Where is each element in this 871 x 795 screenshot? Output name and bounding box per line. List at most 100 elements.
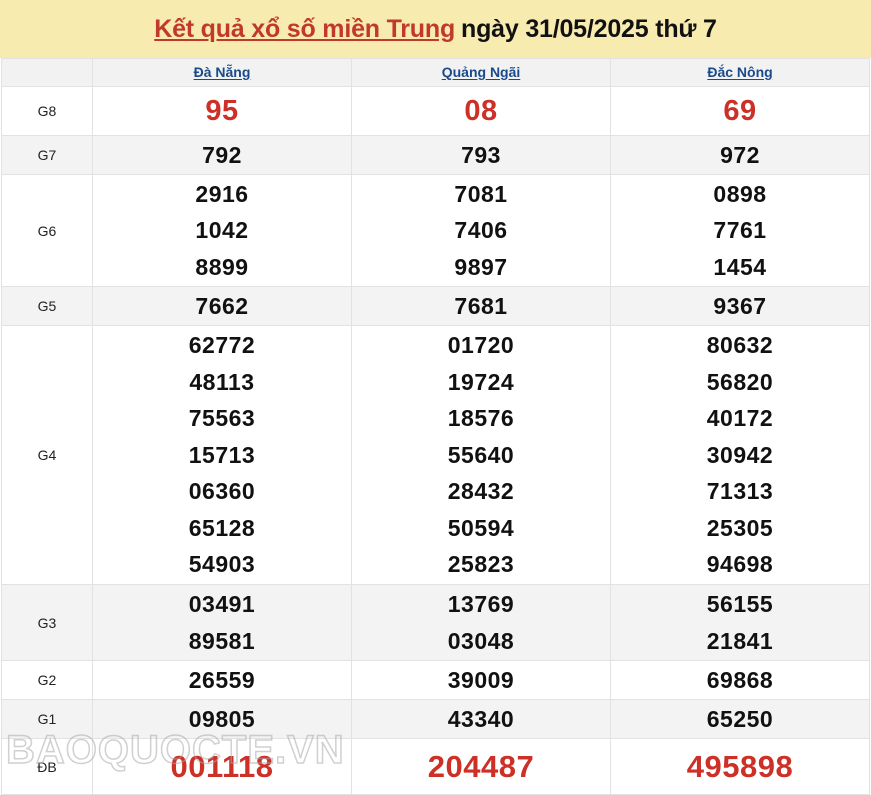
prize-number: 001118 — [170, 748, 274, 784]
corner-header-cell — [1, 58, 93, 87]
prize-number: 65250 — [706, 705, 774, 732]
prize-cell-g6-dac-nong: 0898 7761 1454 — [610, 174, 870, 287]
prize-cell-g7-da-nang: 792 — [92, 135, 352, 175]
prize-label-g2: G2 — [1, 660, 93, 700]
prize-cell-g1-dac-nong: 65250 — [610, 699, 870, 739]
prize-cell-g2-da-nang: 26559 — [92, 660, 352, 700]
prize-number: 9367 — [713, 292, 767, 319]
prize-number: 95 — [205, 95, 239, 127]
prize-cell-g4-quang-ngai: 01720 19724 18576 55640 28432 50594 25823 — [351, 325, 611, 585]
prize-number: 7662 — [195, 292, 249, 319]
prize-number: 09805 — [188, 705, 256, 732]
prize-number: 55640 — [447, 441, 515, 468]
prize-row-g8: G8 95 08 69 — [1, 86, 870, 136]
page-banner: Kết quả xổ số miền Trung ngày 31/05/2025 … — [0, 0, 871, 58]
prize-label-g7: G7 — [1, 135, 93, 175]
prize-cell-g7-dac-nong: 972 — [610, 135, 870, 175]
lottery-results-table: Đà Nẵng Quảng Ngãi Đắc Nông G8 95 08 69 … — [1, 58, 870, 795]
prize-cell-g5-da-nang: 7662 — [92, 286, 352, 326]
prize-cell-g8-da-nang: 95 — [92, 86, 352, 136]
prize-number: 7081 — [454, 180, 508, 207]
prize-number: 65128 — [188, 514, 256, 541]
prize-cell-g8-dac-nong: 69 — [610, 86, 870, 136]
page-title: Kết quả xổ số miền Trung ngày 31/05/2025 … — [154, 15, 717, 44]
prize-cell-db-da-nang: 001118 — [92, 738, 352, 795]
prize-cell-g2-quang-ngai: 39009 — [351, 660, 611, 700]
prize-row-g4: G4 62772 48113 75563 15713 06360 65128 54903 0… — [1, 325, 870, 585]
prize-row-g6: G6 2916 1042 8899 7081 7406 9897 0898 7761 145… — [1, 174, 870, 287]
prize-number: 06360 — [188, 478, 256, 505]
prize-label-g8: G8 — [1, 86, 93, 136]
table-header: Đà Nẵng Quảng Ngãi Đắc Nông — [1, 58, 870, 87]
prize-cell-g6-da-nang: 2916 1042 8899 — [92, 174, 352, 287]
prize-number: 1454 — [713, 253, 767, 280]
prize-label-g1: G1 — [1, 699, 93, 739]
prize-label-g6: G6 — [1, 174, 93, 287]
prize-number: 39009 — [447, 666, 515, 693]
prize-number: 56820 — [706, 368, 774, 395]
prize-cell-g3-dac-nong: 56155 21841 — [610, 584, 870, 661]
prize-number: 8899 — [195, 253, 249, 280]
prize-cell-g5-quang-ngai: 7681 — [351, 286, 611, 326]
prize-cell-g7-quang-ngai: 793 — [351, 135, 611, 175]
prize-row-db: ĐB 001118 204487 495898 — [1, 738, 870, 795]
prize-number: 54903 — [188, 551, 256, 578]
prize-cell-g8-quang-ngai: 08 — [351, 86, 611, 136]
prize-number: 62772 — [188, 332, 256, 359]
prize-number: 9897 — [454, 253, 508, 280]
prize-number: 03491 — [188, 591, 256, 617]
prize-number: 50594 — [447, 514, 515, 541]
prize-number: 94698 — [706, 551, 774, 578]
prize-number: 69868 — [706, 666, 774, 693]
prize-number: 01720 — [447, 332, 515, 359]
prize-label-db: ĐB — [1, 738, 93, 795]
prize-number: 56155 — [706, 591, 774, 617]
prize-number: 48113 — [189, 368, 255, 395]
prize-number: 793 — [461, 141, 501, 168]
prize-row-g1: G1 09805 43340 65250 — [1, 699, 870, 739]
prize-number: 15713 — [188, 441, 256, 468]
province-header-row: Đà Nẵng Quảng Ngãi Đắc Nông — [1, 58, 870, 87]
prize-number: 792 — [202, 141, 242, 168]
prize-cell-g5-dac-nong: 9367 — [610, 286, 870, 326]
prize-number: 19724 — [447, 368, 515, 395]
prize-row-g5: G5 7662 7681 9367 — [1, 286, 870, 326]
prize-cell-db-dac-nong: 495898 — [610, 738, 870, 795]
result-date-label: ngày 31/05/2025 thứ 7 — [461, 14, 717, 43]
prize-cell-g1-da-nang: 09805 — [92, 699, 352, 739]
prize-cell-g4-da-nang: 62772 48113 75563 15713 06360 65128 54903 — [92, 325, 352, 585]
prize-number: 26559 — [188, 666, 256, 693]
prize-number: 0898 — [713, 180, 767, 207]
prize-number: 43340 — [447, 705, 515, 732]
province-link-dac-nong[interactable]: Đắc Nông — [707, 63, 773, 80]
prize-number: 03048 — [447, 627, 515, 654]
prize-number: 7406 — [454, 217, 508, 244]
prize-cell-g1-quang-ngai: 43340 — [351, 699, 611, 739]
prize-cell-db-quang-ngai: 204487 — [351, 738, 611, 795]
prize-row-g7: G7 792 793 972 — [1, 135, 870, 175]
prize-number: 80632 — [706, 332, 774, 359]
prize-number: 40172 — [706, 405, 774, 432]
prize-number: 204487 — [427, 748, 535, 784]
prize-label-g3: G3 — [1, 584, 93, 661]
prize-number: 30942 — [706, 441, 774, 468]
prize-label-g5: G5 — [1, 286, 93, 326]
prize-number: 25823 — [447, 551, 515, 578]
province-link-da-nang[interactable]: Đà Nẵng — [193, 63, 251, 80]
prize-number: 71313 — [706, 478, 774, 505]
lottery-region-link[interactable]: Kết quả xổ số miền Trung — [154, 14, 456, 43]
prize-cell-g6-quang-ngai: 7081 7406 9897 — [351, 174, 611, 287]
prize-cell-g3-da-nang: 03491 89581 — [92, 584, 352, 661]
table-body: G8 95 08 69 G7 792 793 972 G6 2916 1042 88… — [1, 86, 870, 795]
prize-number: 7761 — [713, 217, 767, 244]
prize-label-g4: G4 — [1, 325, 93, 585]
province-header-da-nang: Đà Nẵng — [92, 58, 352, 87]
prize-number: 495898 — [686, 748, 794, 784]
prize-number: 18576 — [447, 405, 515, 432]
prize-cell-g4-dac-nong: 80632 56820 40172 30942 71313 25305 94698 — [610, 325, 870, 585]
prize-number: 75563 — [188, 405, 256, 432]
prize-number: 972 — [720, 141, 760, 168]
prize-number: 21841 — [706, 627, 774, 654]
province-header-quang-ngai: Quảng Ngãi — [351, 58, 611, 87]
province-link-quang-ngai[interactable]: Quảng Ngãi — [441, 63, 521, 80]
